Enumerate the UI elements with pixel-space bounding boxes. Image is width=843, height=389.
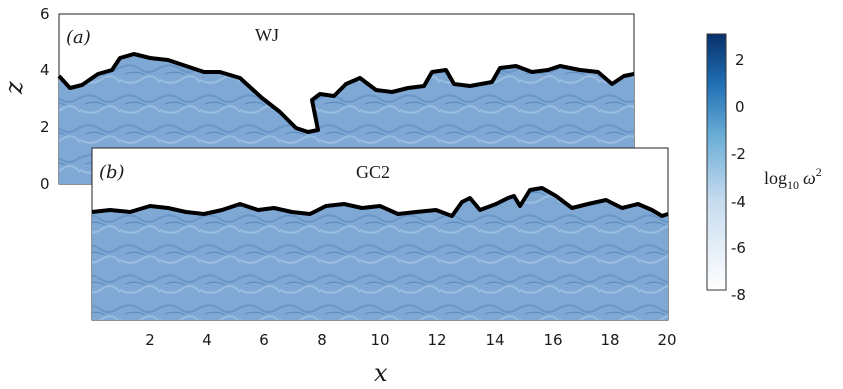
panel-b-tag: (b) xyxy=(99,162,125,183)
panel-a-case-label: WJ xyxy=(255,25,279,45)
z-axis: 0 2 4 6 z xyxy=(0,5,50,193)
colorbar-label-base: 10 xyxy=(787,178,799,192)
colorbar-tick-minus4: -4 xyxy=(731,193,746,211)
panel-b-case-label: GC2 xyxy=(356,162,390,182)
colorbar-label-exp: 2 xyxy=(816,165,822,179)
x-axis-label: x xyxy=(374,359,388,387)
x-tick-10: 10 xyxy=(370,331,389,349)
colorbar-tick-minus8: -8 xyxy=(731,286,746,304)
colorbar-label: log10 ω2 xyxy=(764,165,822,192)
colorbar-tick-minus2: -2 xyxy=(731,145,746,163)
x-axis: 2 4 6 8 10 12 14 16 18 20 x xyxy=(145,331,676,387)
x-tick-14: 14 xyxy=(485,331,504,349)
panel-b: (b) GC2 xyxy=(91,147,669,321)
z-tick-0: 0 xyxy=(40,175,50,193)
panel-a-tag: (a) xyxy=(66,27,91,48)
colorbar-tick-minus6: -6 xyxy=(731,239,746,257)
z-tick-6: 6 xyxy=(40,5,50,23)
x-tick-20: 20 xyxy=(657,331,676,349)
z-tick-4: 4 xyxy=(40,61,50,79)
x-tick-8: 8 xyxy=(317,331,327,349)
x-tick-2: 2 xyxy=(145,331,155,349)
colorbar-label-log: log xyxy=(764,168,787,188)
x-tick-6: 6 xyxy=(259,331,269,349)
colorbar-tick-2: 2 xyxy=(735,51,745,69)
panel-a-interface xyxy=(57,52,635,134)
colorbar-gradient xyxy=(706,33,727,291)
panel-b-interface xyxy=(91,186,669,218)
x-tick-4: 4 xyxy=(202,331,212,349)
panel-b-turbulent-region xyxy=(92,188,668,320)
z-tick-2: 2 xyxy=(40,118,50,136)
z-axis-label: z xyxy=(0,81,28,95)
colorbar-tick-0: 0 xyxy=(735,98,745,116)
x-tick-12: 12 xyxy=(427,331,446,349)
x-tick-16: 16 xyxy=(543,331,562,349)
x-tick-18: 18 xyxy=(600,331,619,349)
colorbar: 2 0 -2 -4 -6 -8 log10 ω2 xyxy=(706,33,822,304)
colorbar-label-var: ω xyxy=(803,168,816,188)
